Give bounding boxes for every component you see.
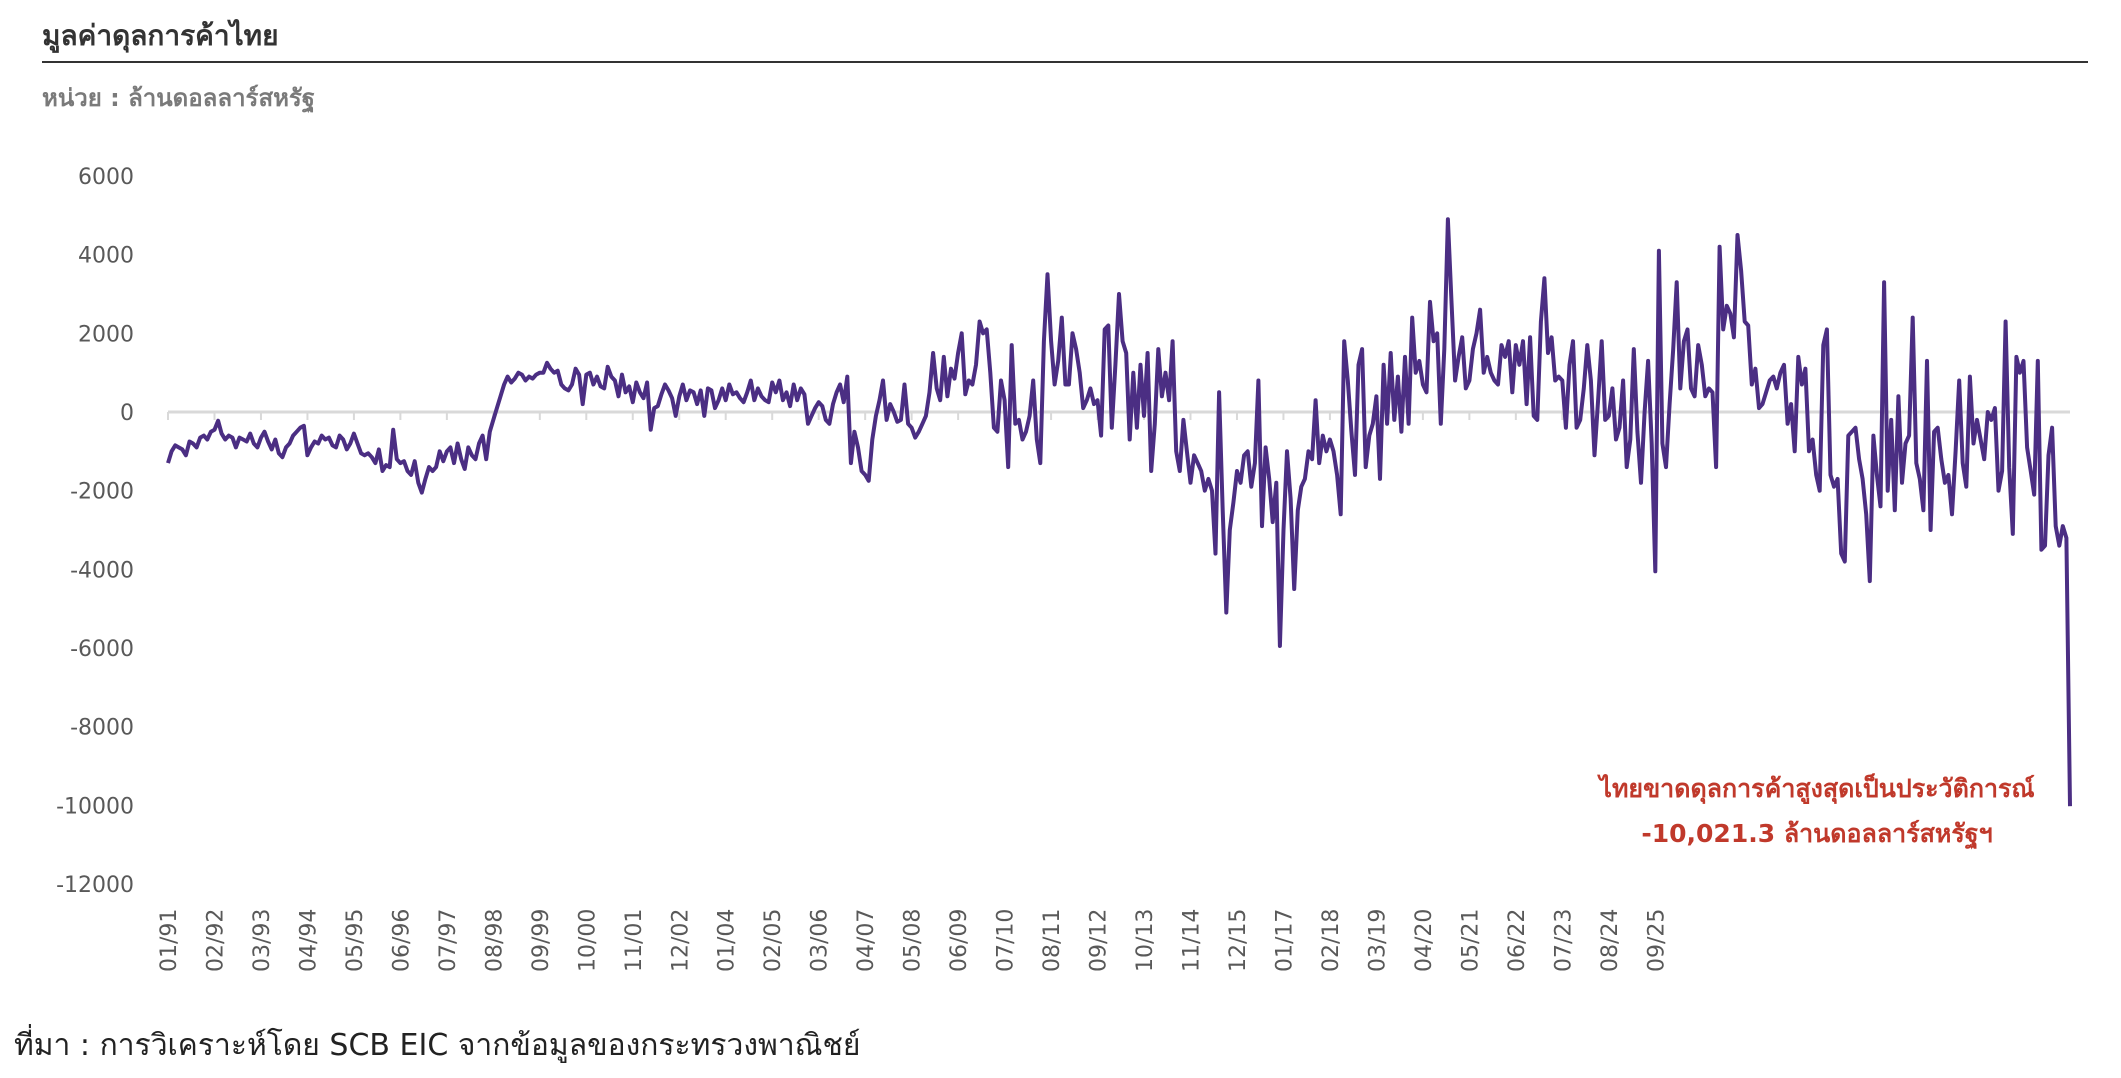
x-tick-label: 03/93 [250, 909, 275, 972]
x-tick-label: 07/10 [994, 909, 1019, 972]
title-divider [42, 61, 2088, 63]
y-tick-label: -12000 [56, 873, 134, 898]
x-tick-label: 09/99 [529, 909, 554, 972]
x-tick-label: 07/97 [436, 909, 461, 972]
x-tick-label: 02/05 [761, 909, 786, 972]
x-axis-ticks: 01/91 02/92 03/93 04/94 05/95 06/96 07/97 08/98… [157, 412, 1669, 972]
x-tick-label: 10/13 [1133, 909, 1158, 972]
x-tick-label: 07/23 [1551, 909, 1576, 972]
y-tick-label: 2000 [78, 322, 134, 347]
source-note: ที่มา : การวิเคราะห์โดย SCB EIC จากข้อมู… [14, 1028, 861, 1063]
x-tick-label: 01/04 [715, 909, 740, 972]
x-tick-label: 01/91 [157, 909, 182, 972]
x-tick-label: 06/09 [947, 909, 972, 972]
y-tick-label: -8000 [70, 716, 134, 741]
record-deficit-value-annotation: -10,021.3 ล้านดอลลาร์สหรัฐฯ [1641, 819, 1992, 850]
x-tick-label: 11/14 [1180, 909, 1205, 972]
record-deficit-annotation: ไทยขาดดุลการค้าสูงสุดเป็นประวัติการณ์ [1596, 773, 2034, 805]
x-tick-label: 08/24 [1598, 909, 1623, 972]
x-tick-label: 06/96 [389, 909, 414, 972]
y-tick-label: -6000 [70, 637, 134, 662]
x-tick-label: 05/21 [1458, 909, 1483, 972]
x-tick-label: 05/95 [343, 909, 368, 972]
y-tick-label: -4000 [70, 558, 134, 583]
x-tick-label: 10/00 [575, 909, 600, 972]
x-tick-label: 01/17 [1272, 909, 1297, 972]
y-tick-label: 6000 [78, 165, 134, 190]
y-tick-label: 4000 [78, 244, 134, 269]
x-tick-label: 12/02 [668, 909, 693, 972]
x-tick-label: 05/08 [901, 909, 926, 972]
x-tick-label: 04/94 [296, 909, 321, 972]
x-tick-label: 11/01 [622, 909, 647, 972]
x-tick-label: 04/20 [1412, 909, 1437, 972]
x-tick-label: 03/19 [1365, 909, 1390, 972]
x-tick-label: 12/15 [1226, 909, 1251, 972]
x-tick-label: 02/18 [1319, 909, 1344, 972]
unit-label: หน่วย : ล้านดอลลาร์สหรัฐ [42, 84, 316, 112]
x-tick-label: 09/25 [1644, 909, 1669, 972]
y-tick-label: -10000 [56, 794, 134, 819]
trade-balance-chart: 6000 4000 2000 0 -2000 -4000 -6000 -8000 -10000 -… [56, 165, 2072, 972]
x-tick-label: 02/92 [203, 909, 228, 972]
y-axis-ticks: 6000 4000 2000 0 -2000 -4000 -6000 -8000 -10000 -… [56, 165, 134, 898]
trade-balance-line [166, 217, 2072, 807]
x-tick-label: 08/98 [482, 909, 507, 972]
x-tick-label: 06/22 [1505, 909, 1530, 972]
chart-title: มูลค่าดุลการค้าไทย [42, 19, 279, 52]
x-tick-label: 09/12 [1087, 909, 1112, 972]
y-tick-label: 0 [120, 401, 134, 426]
y-tick-label: -2000 [70, 480, 134, 505]
x-tick-label: 03/06 [808, 909, 833, 972]
x-tick-label: 04/07 [854, 909, 879, 972]
x-tick-label: 08/11 [1040, 909, 1065, 972]
